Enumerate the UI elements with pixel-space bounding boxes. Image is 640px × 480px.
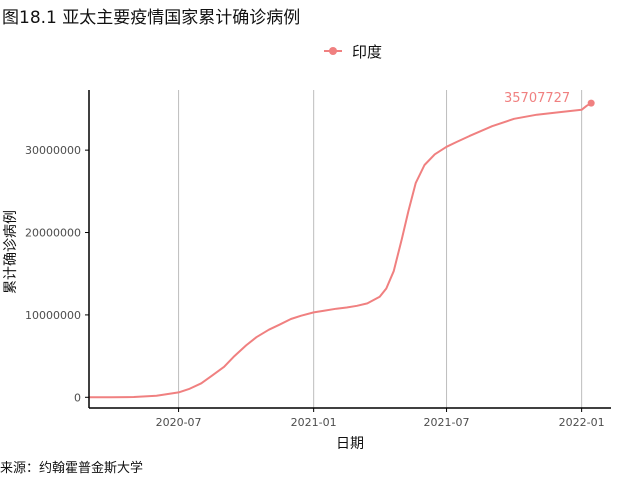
x-tick-label: 2021-01 [291,416,337,429]
legend: 印度 [322,40,382,62]
axes [85,90,611,412]
y-tick-label: 10000000 [25,309,81,322]
x-tick-label: 2021-07 [424,416,470,429]
y-tick-label: 20000000 [25,227,81,240]
grid-lines [178,90,583,408]
legend-key-line-point-icon [322,40,344,62]
y-tick-label: 0 [74,391,81,404]
series-layer: 35707727 [89,91,595,399]
series-line [89,102,592,399]
series-end-label: 35707727 [504,91,570,106]
x-tick-label: 2020-07 [156,416,202,429]
y-axis-title: 累计确诊病例 [3,210,19,294]
figure-title: 图18.1 亚太主要疫情国家累计确诊病例 [2,8,301,28]
tick-labels: 2020-07 2021-01 2021-07 2022-01 0 10000000 200… [25,144,605,429]
legend-label: 印度 [352,42,383,61]
x-tick-label: 2022-01 [559,416,605,429]
y-tick-label: 30000000 [25,144,81,157]
x-axis-title: 日期 [336,436,364,452]
source-note: 来源：约翰霍普金斯大学 [0,461,144,476]
series-end-point [587,99,595,107]
